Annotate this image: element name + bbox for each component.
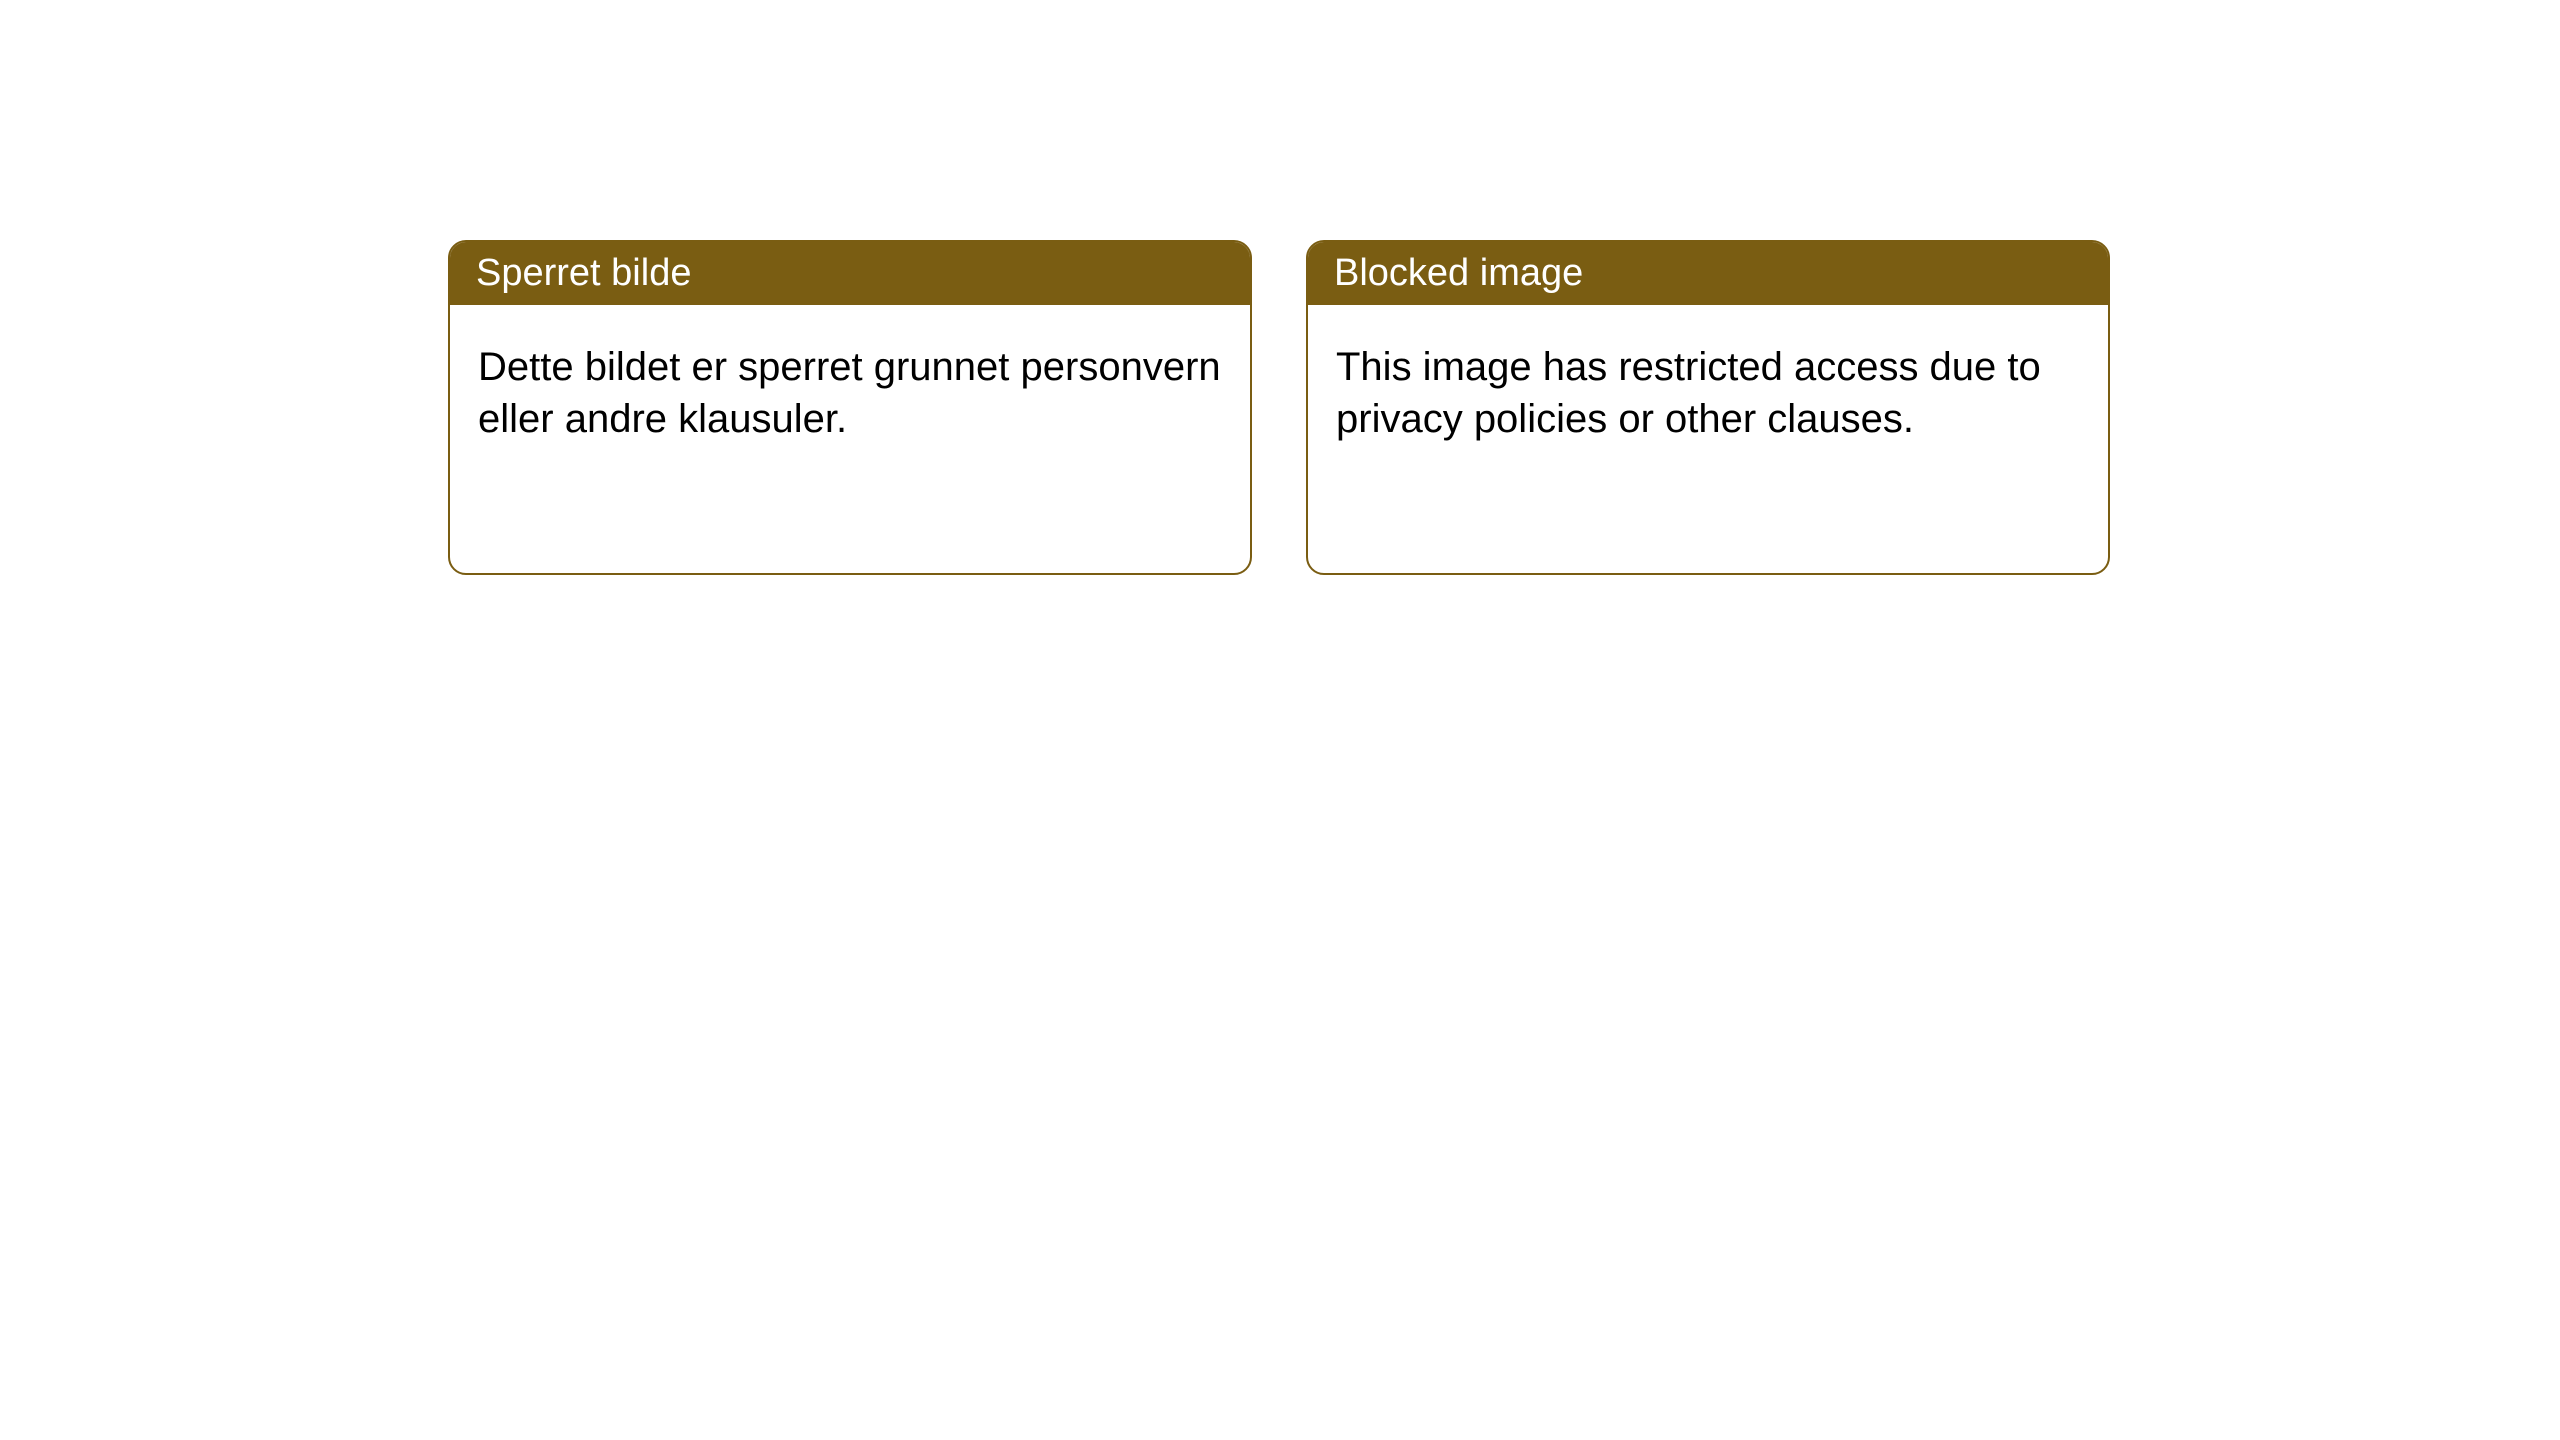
card-title: Sperret bilde bbox=[476, 252, 691, 294]
notice-cards-container: Sperret bilde Dette bildet er sperret gr… bbox=[448, 240, 2110, 575]
card-body: Dette bildet er sperret grunnet personve… bbox=[450, 305, 1250, 481]
card-body-text: This image has restricted access due to … bbox=[1336, 345, 2041, 441]
card-title: Blocked image bbox=[1334, 252, 1583, 294]
card-body: This image has restricted access due to … bbox=[1308, 305, 2108, 481]
card-header: Blocked image bbox=[1308, 242, 2108, 305]
notice-card-norwegian: Sperret bilde Dette bildet er sperret gr… bbox=[448, 240, 1252, 575]
card-body-text: Dette bildet er sperret grunnet personve… bbox=[478, 345, 1221, 441]
card-header: Sperret bilde bbox=[450, 242, 1250, 305]
notice-card-english: Blocked image This image has restricted … bbox=[1306, 240, 2110, 575]
